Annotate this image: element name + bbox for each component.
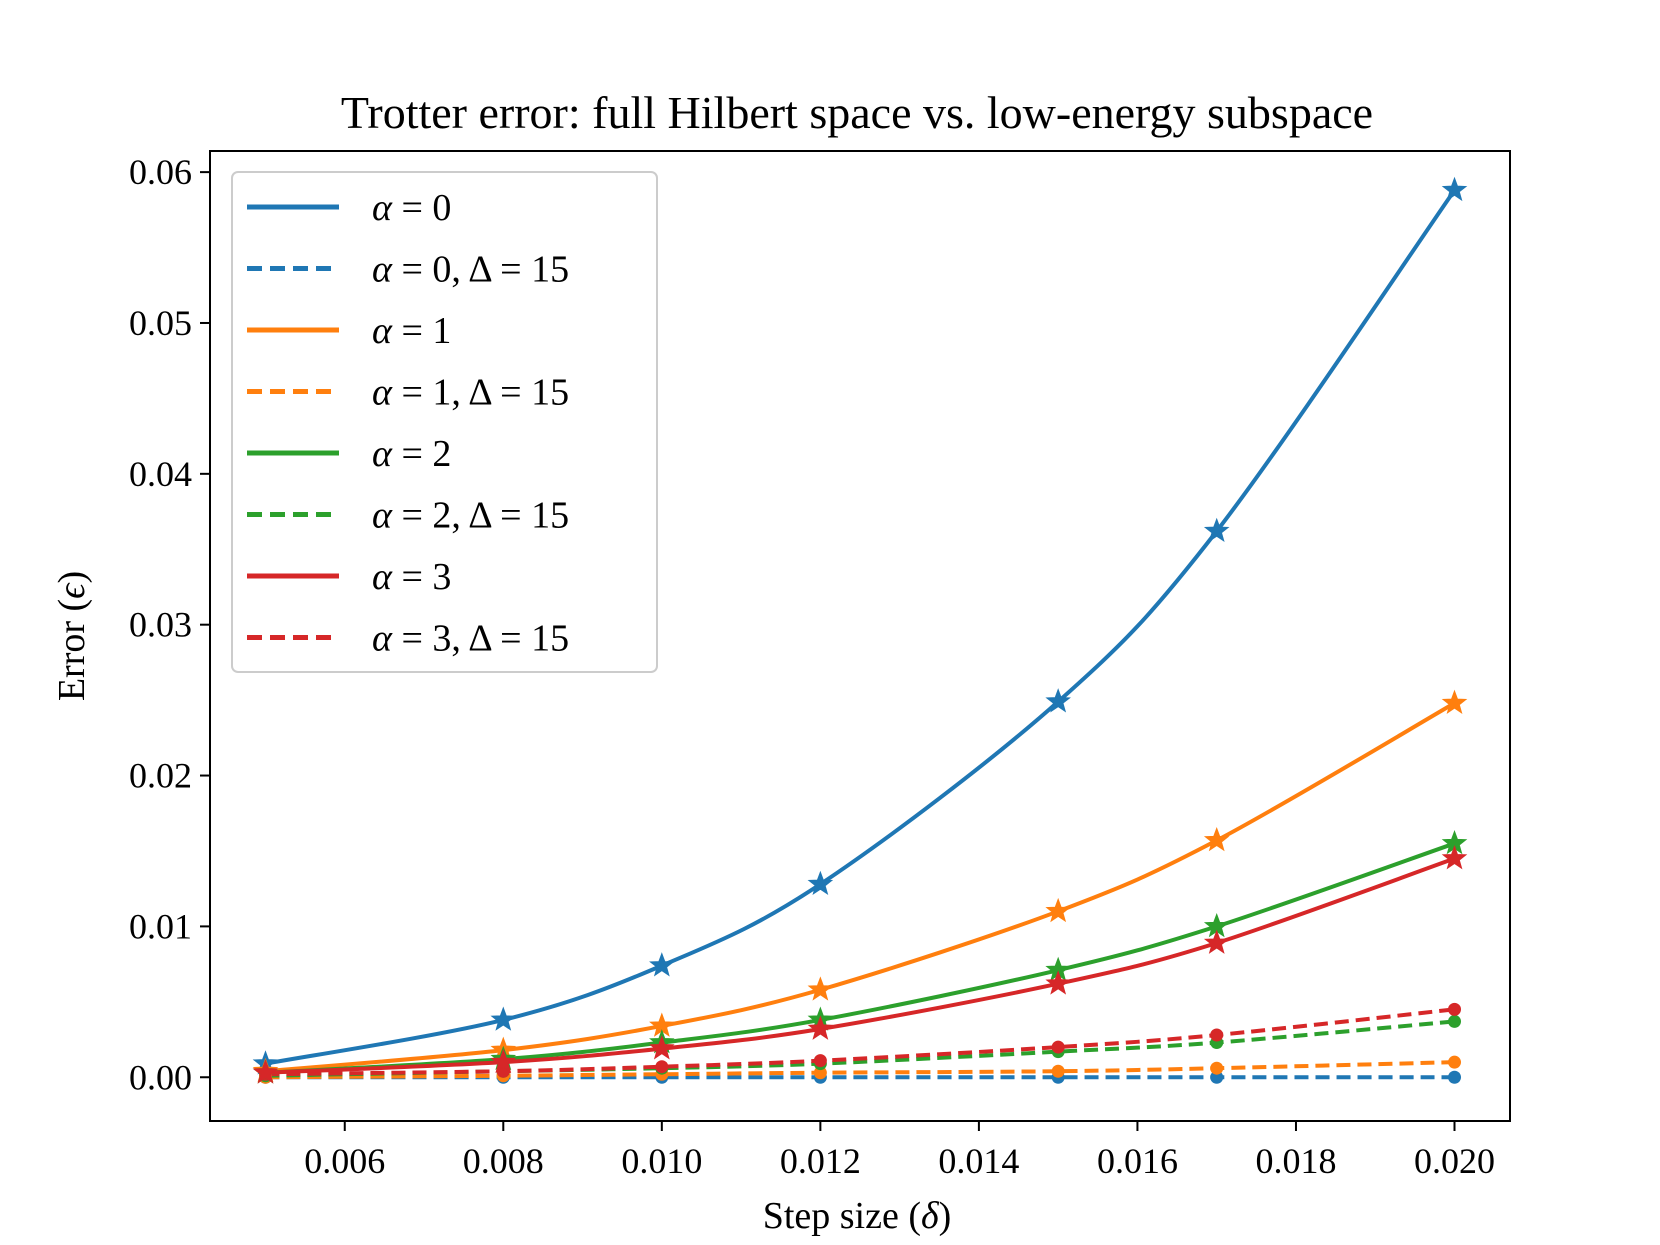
legend-alpha-symbol: α — [372, 249, 393, 291]
data-point-star — [490, 1048, 517, 1074]
x-axis-label-text: Step size — [763, 1195, 899, 1237]
legend-alpha-value: = 2 — [392, 433, 451, 475]
data-point-star — [1203, 929, 1230, 954]
data-point-star — [807, 870, 834, 896]
legend-alpha-symbol: α — [372, 372, 393, 414]
data-point-dot — [1448, 1055, 1462, 1069]
data-point-star — [252, 1059, 279, 1084]
y-axis-label-text: Error — [51, 621, 93, 702]
y-tick-label: 0.05 — [129, 303, 192, 343]
legend-alpha-symbol: α — [372, 187, 393, 229]
legend-box — [231, 171, 658, 673]
legend-alpha-symbol: α — [372, 433, 393, 475]
data-point-star — [807, 976, 834, 1001]
legend-alpha-symbol: α — [372, 618, 393, 660]
series-line — [265, 856, 1456, 1075]
legend-delta: , Δ = 15 — [451, 618, 569, 660]
legend-item: α = 1, Δ = 15 — [247, 372, 569, 414]
data-point-star — [649, 1035, 675, 1060]
y-tick-label: 0.02 — [129, 756, 192, 796]
legend-alpha-symbol: α — [372, 310, 393, 352]
legend-alpha-value: = 0 — [392, 187, 451, 229]
legend-delta: , Δ = 15 — [451, 249, 569, 291]
legend-delta: , Δ = 15 — [451, 495, 569, 537]
legend-label: α = 0 — [372, 187, 451, 229]
x-tick-label: 0.014 — [938, 1141, 1019, 1181]
legend-label: α = 3, Δ = 15 — [372, 618, 569, 660]
legend-alpha-value: = 3 — [392, 556, 451, 598]
series-4 — [252, 829, 1468, 1084]
data-point-dot — [1051, 1064, 1065, 1078]
data-point-star — [1045, 970, 1071, 995]
legend-alpha-symbol: α — [372, 556, 393, 598]
legend-label: α = 1 — [372, 310, 451, 352]
series-line — [265, 701, 1456, 1074]
legend-label: α = 2 — [372, 433, 451, 475]
data-point-dot — [1210, 1028, 1224, 1042]
data-point-dot — [1210, 1070, 1224, 1084]
legend-label: α = 3 — [372, 556, 451, 598]
data-point-star — [1441, 689, 1468, 715]
data-point-star — [807, 1015, 834, 1040]
legend-item: α = 0 — [247, 187, 451, 229]
legend-label: α = 2, Δ = 15 — [372, 495, 569, 537]
y-tick-label: 0.06 — [129, 152, 192, 192]
legend-alpha-value: = 0 — [392, 249, 451, 291]
series-7 — [258, 1002, 1462, 1081]
y-axis-label: Error (ϵ) — [51, 571, 93, 701]
legend: α = 0α = 0, Δ = 15α = 1α = 1, Δ = 15α = … — [231, 171, 658, 673]
legend-alpha-value: = 2 — [392, 495, 451, 537]
series-line — [265, 1060, 1455, 1080]
x-tick-label: 0.016 — [1097, 1141, 1178, 1181]
legend-item: α = 3, Δ = 15 — [247, 618, 569, 660]
data-point-star — [1203, 826, 1230, 852]
data-point-star — [1441, 176, 1468, 202]
y-tick-label: 0.01 — [129, 906, 192, 946]
x-tick-label: 0.020 — [1414, 1141, 1495, 1181]
y-tick-label: 0.03 — [129, 605, 192, 645]
axis-ticks: 0.006 0.008 0.010 0.012 0.014 0.016 0.018 0.020… — [129, 152, 1495, 1181]
legend-item: α = 2, Δ = 15 — [247, 495, 569, 537]
data-point-dot — [1051, 1040, 1065, 1054]
data-point-star — [490, 1006, 517, 1031]
data-point-dot — [1448, 1070, 1462, 1084]
legend-item: α = 3 — [247, 556, 451, 598]
x-tick-label: 0.018 — [1255, 1141, 1336, 1181]
data-point-star — [1441, 845, 1468, 870]
x-axis-label-symbol: δ — [921, 1195, 940, 1237]
legend-alpha-value: = 1 — [392, 310, 451, 352]
data-point-star — [649, 952, 675, 977]
data-point-star — [1045, 897, 1071, 923]
x-tick-label: 0.010 — [621, 1141, 702, 1181]
legend-item: α = 1 — [247, 310, 451, 352]
plot-frame — [209, 150, 1511, 1122]
x-axis-label: Step size (δ) — [763, 1195, 952, 1237]
legend-alpha-symbol: α — [372, 495, 393, 537]
data-point-star — [1045, 688, 1071, 713]
x-tick-label: 0.006 — [304, 1141, 385, 1181]
y-tick-label: 0.04 — [129, 454, 192, 494]
series-6 — [252, 845, 1468, 1084]
legend-label: α = 1, Δ = 15 — [372, 372, 569, 414]
data-point-star — [1203, 517, 1230, 543]
data-point-dot — [813, 1066, 827, 1080]
legend-alpha-value: = 3 — [392, 618, 451, 660]
x-tick-label: 0.012 — [780, 1141, 861, 1181]
data-point-dot — [813, 1054, 827, 1068]
x-tick-label: 0.008 — [463, 1141, 544, 1181]
legend-delta: , Δ = 15 — [451, 372, 569, 414]
data-point-dot — [1210, 1061, 1224, 1075]
data-point-dot — [1448, 1002, 1462, 1016]
y-tick-label: 0.00 — [129, 1057, 192, 1097]
data-point-dot — [1448, 1014, 1462, 1028]
legend-label: α = 0, Δ = 15 — [372, 249, 569, 291]
chart-title: Trotter error: full Hilbert space vs. lo… — [341, 87, 1373, 138]
legend-item: α = 0, Δ = 15 — [247, 249, 569, 291]
plot-area — [252, 176, 1468, 1084]
data-point-dot — [655, 1060, 669, 1074]
legend-alpha-value: = 1 — [392, 372, 451, 414]
y-axis-label-symbol: ϵ — [51, 582, 93, 599]
legend-item: α = 2 — [247, 433, 451, 475]
